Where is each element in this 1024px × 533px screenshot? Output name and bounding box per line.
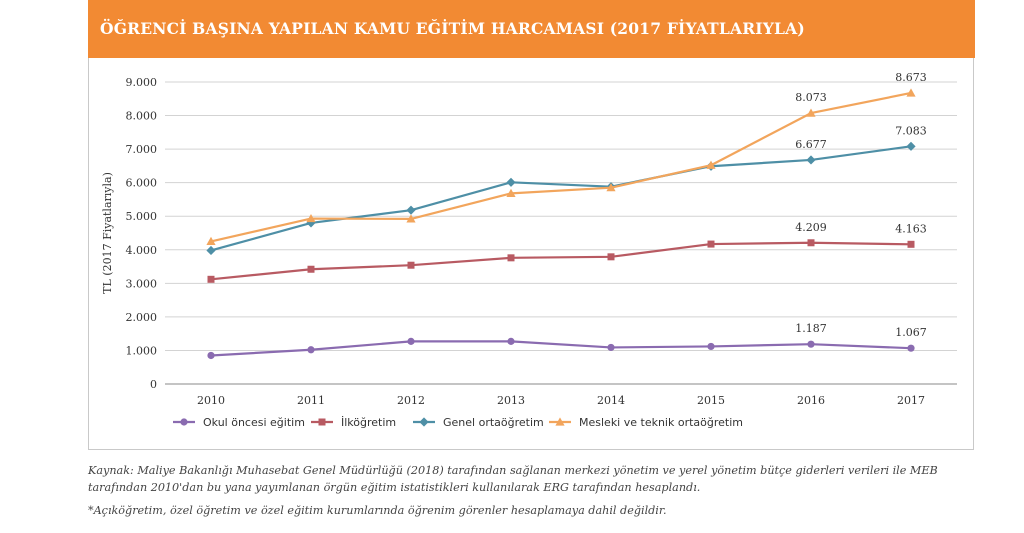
- y-tick-label: 7.000: [126, 143, 158, 156]
- y-tick-label: 4.000: [126, 244, 158, 257]
- legend-label: Okul öncesi eğitim: [203, 416, 305, 429]
- data-point-0-6: [807, 340, 815, 348]
- line-chart: 0 1.000 2.000 3.000 4.000 5.000 6.000 7.000 8.00…: [101, 71, 957, 429]
- footnotes: Kaynak: Maliye Bakanlığı Muhasebat Genel…: [88, 462, 988, 519]
- data-point-0-5: [707, 342, 715, 351]
- data-label: 7.083: [895, 124, 927, 137]
- legend-marker-2: [419, 417, 429, 427]
- exclusion-note: *Açıköğretim, özel öğretim ve özel eğiti…: [88, 504, 667, 517]
- data-point-2-7: [906, 141, 916, 151]
- data-point-2-2: [406, 205, 416, 215]
- data-point-1-4: [607, 253, 615, 261]
- x-tick-label: 2014: [597, 394, 625, 407]
- data-point-3-3: [506, 188, 516, 198]
- data-point-3-7: [906, 88, 916, 97]
- data-point-3-6: [806, 108, 816, 117]
- series-line-2: [210, 145, 912, 252]
- data-label: 6.677: [795, 138, 827, 151]
- source-note: Kaynak: Maliye Bakanlığı Muhasebat Genel…: [88, 464, 938, 494]
- series-line-3: [210, 91, 912, 243]
- data-label: 1.067: [895, 326, 927, 339]
- legend-label: Genel ortaöğretim: [443, 416, 544, 429]
- data-point-0-2: [407, 337, 415, 345]
- data-point-1-2: [407, 261, 415, 269]
- x-tick-label: 2011: [297, 394, 325, 407]
- legend-label: İlköğretim: [341, 416, 396, 429]
- data-label: 8.073: [795, 91, 827, 104]
- x-tick-label: 2010: [197, 394, 225, 407]
- y-tick-label: 5.000: [126, 210, 158, 223]
- x-tick-label: 2015: [697, 394, 725, 407]
- data-point-0-0: [207, 351, 215, 360]
- series-line-1: [210, 241, 912, 281]
- y-tick-label: 8.000: [126, 110, 158, 123]
- x-tick-label: 2017: [897, 394, 925, 407]
- chart-header: ÖĞRENCİ BAŞINA YAPILAN KAMU EĞİTİM HARCA…: [88, 0, 975, 58]
- chart-title: ÖĞRENCİ BAŞINA YAPILAN KAMU EĞİTİM HARCA…: [100, 19, 805, 38]
- data-point-3-4: [606, 183, 616, 192]
- y-axis-label: TL (2017 Fiyatlarıyla): [101, 172, 114, 294]
- data-point-0-1: [307, 346, 315, 354]
- data-label: 8.673: [895, 71, 927, 84]
- series-line-0: [210, 340, 912, 357]
- data-point-0-7: [907, 344, 915, 352]
- legend-label: Mesleki ve teknik ortaöğretim: [579, 416, 743, 429]
- data-point-1-1: [307, 265, 315, 273]
- data-point-1-3: [507, 254, 515, 262]
- data-point-3-5: [706, 160, 716, 169]
- data-point-0-4: [607, 343, 615, 352]
- legend-marker-3: [555, 417, 565, 426]
- y-tick-label: 0: [150, 378, 157, 391]
- data-point-2-6: [806, 155, 816, 165]
- data-point-1-7: [907, 240, 915, 248]
- data-point-2-0: [206, 245, 216, 256]
- data-label: 4.209: [795, 221, 827, 234]
- data-point-2-3: [506, 177, 516, 187]
- y-tick-label: 3.000: [126, 277, 158, 290]
- y-tick-label: 1.000: [126, 344, 158, 357]
- data-point-3-2: [406, 214, 416, 223]
- legend-marker-1: [318, 418, 326, 426]
- x-tick-label: 2012: [397, 394, 425, 407]
- y-tick-label: 2.000: [126, 311, 158, 324]
- x-tick-label: 2013: [497, 394, 525, 407]
- data-point-3-0: [206, 236, 216, 245]
- y-tick-label: 9.000: [126, 76, 158, 89]
- data-label: 1.187: [795, 322, 827, 335]
- data-point-1-5: [707, 240, 715, 248]
- y-tick-label: 6.000: [126, 177, 158, 190]
- data-point-1-0: [207, 275, 215, 283]
- legend-marker-0: [180, 418, 188, 426]
- chart-frame: 0 1.000 2.000 3.000 4.000 5.000 6.000 7.000 8.00…: [88, 58, 974, 450]
- data-point-3-1: [306, 213, 316, 223]
- data-label: 4.163: [895, 222, 927, 235]
- data-point-1-6: [807, 239, 815, 247]
- x-tick-label: 2016: [797, 394, 825, 407]
- data-point-0-3: [507, 337, 515, 345]
